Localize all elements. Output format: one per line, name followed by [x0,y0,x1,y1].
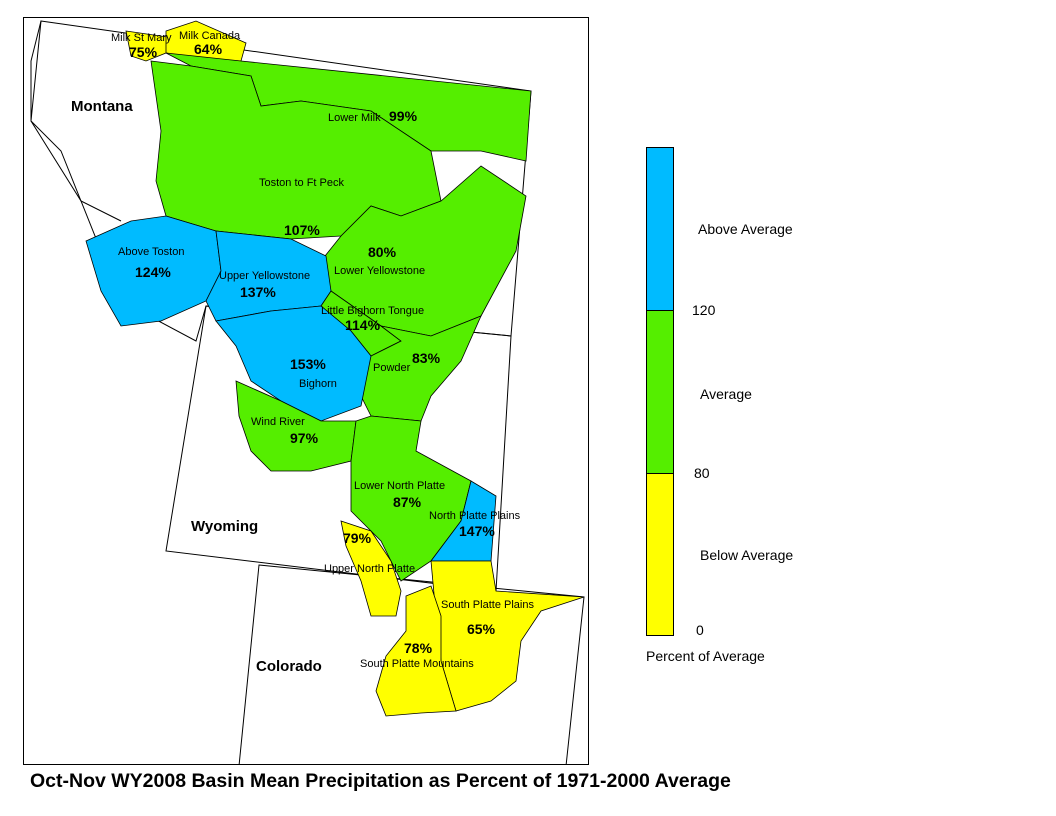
basin-name: Bighorn [299,378,337,390]
legend-label-above: Above Average [698,221,793,237]
basin-percent: 97% [290,430,319,446]
legend-swatch-below [646,473,674,636]
basin-percent: 80% [368,244,397,260]
basin-percent: 147% [459,523,495,539]
basin-percent: 79% [343,530,372,546]
legend-title: Percent of Average [646,648,765,664]
basin-name: Above Toston [118,246,184,258]
legend-label-average: Average [700,386,752,402]
basin-percent: 137% [240,284,276,300]
state-label-montana: Montana [71,98,133,115]
basin-name: Upper Yellowstone [219,270,310,282]
basin-percent: 65% [467,621,496,637]
basin-percent: 64% [194,41,223,57]
basin-south-platte-plains [430,560,585,712]
basin-name: Wind River [251,416,305,428]
basin-name: Lower North Platte [354,480,445,492]
basin-south-platte-mountains [375,585,457,717]
basin-name: Little Bighorn Tongue [321,305,424,317]
basin-upper-north-platte [340,520,402,617]
legend-break-80: 80 [694,465,710,481]
basin-name: Lower Yellowstone [334,265,425,277]
basin-percent: 107% [284,222,320,238]
basin-percent: 78% [404,640,433,656]
map-caption: Oct-Nov WY2008 Basin Mean Precipitation … [30,770,731,792]
state-label-colorado: Colorado [256,658,322,675]
basin-name: South Platte Mountains [360,658,474,670]
montana-west-border [30,20,122,222]
basin-name: Upper North Platte [324,563,415,575]
basin-wind-river [235,380,357,472]
basin-name: Toston to Ft Peck [259,177,344,189]
basin-name: Powder [373,362,411,374]
basin-name: North Platte Plains [429,510,521,522]
basin-name: Milk St Mary [111,32,172,44]
basin-percent: 124% [135,264,171,280]
basin-percent: 83% [412,350,441,366]
basin-bighorn [215,305,372,422]
basin-percent: 153% [290,356,326,372]
legend-break-0: 0 [696,622,704,638]
legend-break-120: 120 [692,302,716,318]
montana-outline [30,20,532,342]
legend-label-below: Below Average [700,547,794,563]
basin-percent: 87% [393,494,422,510]
basin-name: Lower Milk [328,112,381,124]
basin-name: South Platte Plains [441,599,534,611]
legend-swatch-above [646,147,674,311]
basin-percent: 75% [129,44,158,60]
state-label-wyoming: Wyoming [191,518,258,535]
legend-swatch-average [646,310,674,474]
basin-map: Montana Wyoming Colorado Milk St Mary Mi… [30,20,585,764]
basin-percent: 114% [345,317,381,333]
basin-percent: 99% [389,108,418,124]
map-frame: Montana Wyoming Colorado Milk St Mary Mi… [23,17,589,765]
basin-name: Milk Canada [179,30,241,42]
